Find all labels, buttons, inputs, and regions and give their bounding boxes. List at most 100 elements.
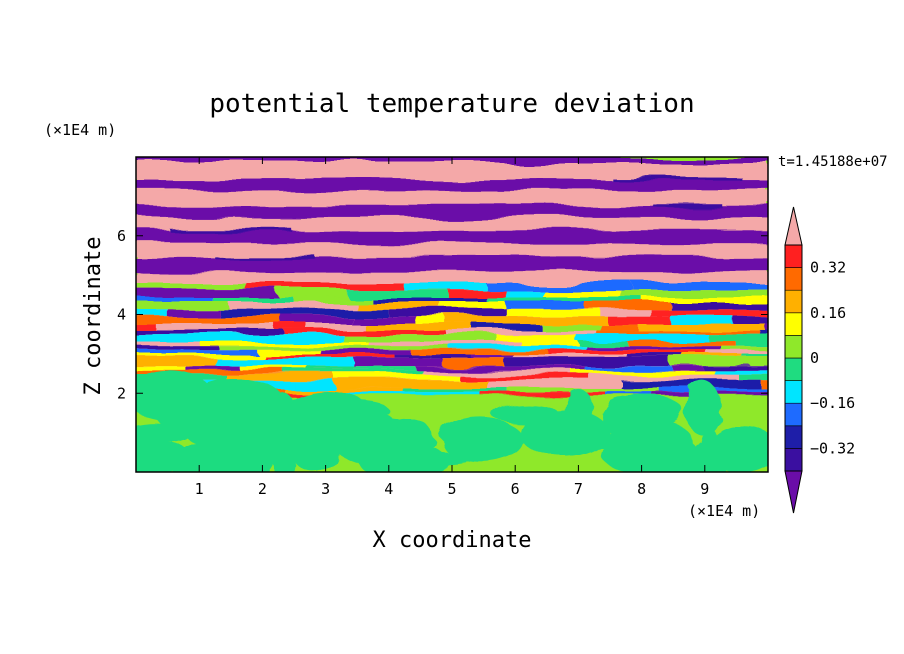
colorbar-bottom-arrow [784,470,803,514]
field-strip [607,316,671,325]
field-strip [215,357,354,367]
field-strip [440,301,506,309]
field-strip [590,374,739,380]
field-strip [422,369,573,375]
x-tick-label: 3 [321,480,330,498]
colorbar: 0.32 0.16 0 −0.16 −0.32 [784,206,855,514]
field-strip [136,283,247,291]
field-strip [509,316,608,325]
field-strip [218,345,342,350]
field-strip [649,308,768,317]
field-strip [543,290,622,298]
field-strip [353,357,442,367]
x-tick-label: 4 [384,480,393,498]
field-strip [520,341,579,346]
colorbar-top-arrow [784,206,803,246]
field-band [652,203,722,207]
field-strip [284,388,404,393]
x-tick-label: 8 [637,480,646,498]
field-strip [541,324,601,331]
colorbar-tick-label: −0.32 [810,439,855,457]
boundary-blob [603,398,644,438]
field-strip [600,308,650,317]
field-strip [627,341,736,346]
field-strip [262,354,395,358]
x-axis-label: X coordinate [373,528,532,553]
field-strip [368,341,521,346]
field-strip [760,379,768,389]
field-strip [136,301,229,309]
field-strip [278,290,348,298]
field-strip [765,324,768,331]
field-strip [446,316,510,325]
boundary-blob [136,370,213,421]
field-strip [470,354,513,358]
x-unit-label: (×1E4 m) [688,502,760,520]
y-tick-label: 2 [117,384,126,402]
field-strip [621,290,768,298]
field-strip [760,330,768,335]
field-strip [136,357,216,367]
field-band [213,255,316,259]
field-strip [403,388,509,393]
colorbar-box [784,425,803,449]
x-tick-label: 7 [574,480,583,498]
field-band [136,165,768,178]
field-strip [548,349,707,355]
field-strip [257,349,321,355]
field-strip [283,316,352,325]
field-strip [702,366,768,370]
field-strip [308,324,365,331]
field-strip [429,354,471,358]
field-band [611,177,742,181]
x-tick-label: 2 [258,480,267,498]
field-strip [446,330,597,335]
field-strip [643,297,768,302]
field-strip [185,366,240,370]
field-band [136,257,768,272]
field-band [136,179,768,191]
field-strip [620,379,761,389]
colorbar-box [784,402,803,427]
field-strip [307,366,416,370]
boundary-blob [136,422,188,441]
field-strip [364,324,475,331]
field-strip [684,283,768,291]
field-strip [512,354,628,358]
colorbar-box [784,448,803,472]
boundary-blob [205,380,284,421]
field-strip [285,369,423,375]
field-strip [228,301,355,309]
field-strip [156,324,276,331]
field-strip [199,341,369,346]
field-band [170,228,293,232]
boundary-blob [684,381,722,436]
field-strip [218,308,388,317]
colorbar-tick-label: 0 [810,349,819,367]
field-band [136,205,768,218]
field-strip [584,366,673,370]
field-strip [136,297,213,302]
colorbar-box [784,335,803,359]
x-tick-label: 1 [195,480,204,498]
field-strip [347,290,449,298]
boundary-blob [699,428,721,472]
field-strip [394,354,430,358]
field-strip [136,354,263,358]
y-tick-label: 4 [117,306,126,324]
field-strip [136,341,200,346]
field-strip [578,341,628,346]
field-strip [212,297,294,302]
field-strip [415,366,585,370]
field-strip [293,297,371,302]
field-strip [136,316,284,325]
field-strip [575,334,709,342]
field-strip [669,301,768,309]
field-strip [441,357,505,367]
y-axis: 2 4 6 [117,227,768,402]
field-strip [275,324,309,331]
field-strip [448,290,506,298]
field-strip [449,345,586,350]
field-strip [733,316,768,325]
field-strip [166,308,219,317]
